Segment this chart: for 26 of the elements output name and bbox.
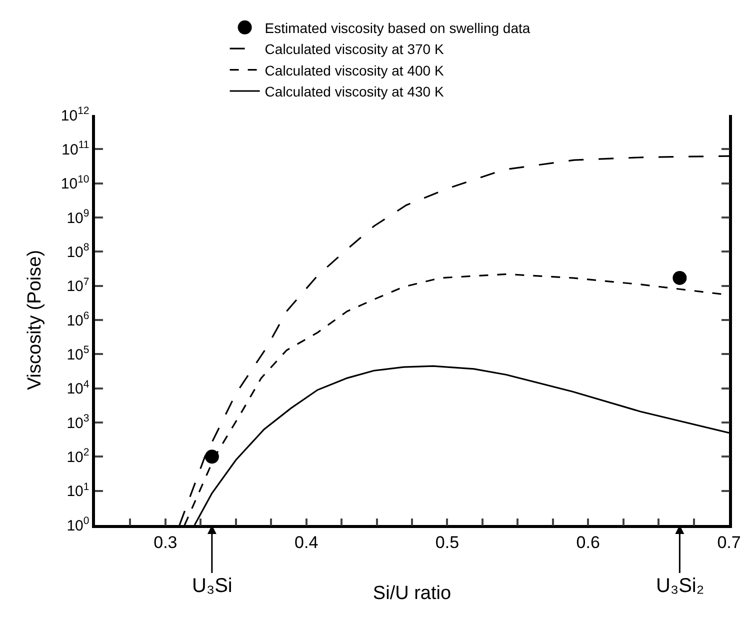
y-tick-label: 10$^{2}$ (66, 446, 90, 466)
y-tick-label: 10$^{4}$ (66, 378, 90, 398)
y-tick-label: 10$^{7}$ (66, 276, 90, 296)
x-tick-label: 0.3 (154, 533, 178, 552)
y-tick-label: 10$^{8}$ (66, 242, 90, 261)
y-tick-label: 10$^{3}$ (66, 412, 90, 432)
y-tick-label: 10$^{9}$ (66, 207, 90, 227)
y-tick-label: 10$^{12}$ (60, 104, 90, 124)
x-axis-title: Si/U ratio (372, 582, 452, 604)
legend-label: Calculated viscosity at 400 K (264, 62, 444, 78)
legend-label: Calculated viscosity at 430 K (264, 83, 444, 100)
x-tick-label: 0.7 (717, 533, 741, 552)
y-tick-label: 10$^{1}$ (66, 480, 90, 500)
y-axis-title: Viscosity (Poise) (24, 250, 46, 390)
y-tick-label: 10$^{5}$ (66, 344, 90, 364)
text: U₃Si (192, 575, 232, 597)
y-tick-label: 10$^{0}$ (66, 514, 90, 534)
x-tick-label: 0.4 (294, 533, 318, 552)
y-tick-label: 10$^{6}$ (66, 310, 90, 330)
legend-label: Calculated viscosity at 370 K (264, 41, 444, 58)
legend-label: Estimated viscosity based on swelling data (264, 20, 530, 36)
y-tick-label: 10$^{11}$ (62, 139, 90, 158)
y-tick-label: 10$^{10}$ (60, 173, 90, 193)
x-tick-label: 0.6 (576, 533, 600, 552)
x-tick-label: 0.5 (435, 533, 460, 552)
text: U₃Si₂ (656, 575, 704, 597)
